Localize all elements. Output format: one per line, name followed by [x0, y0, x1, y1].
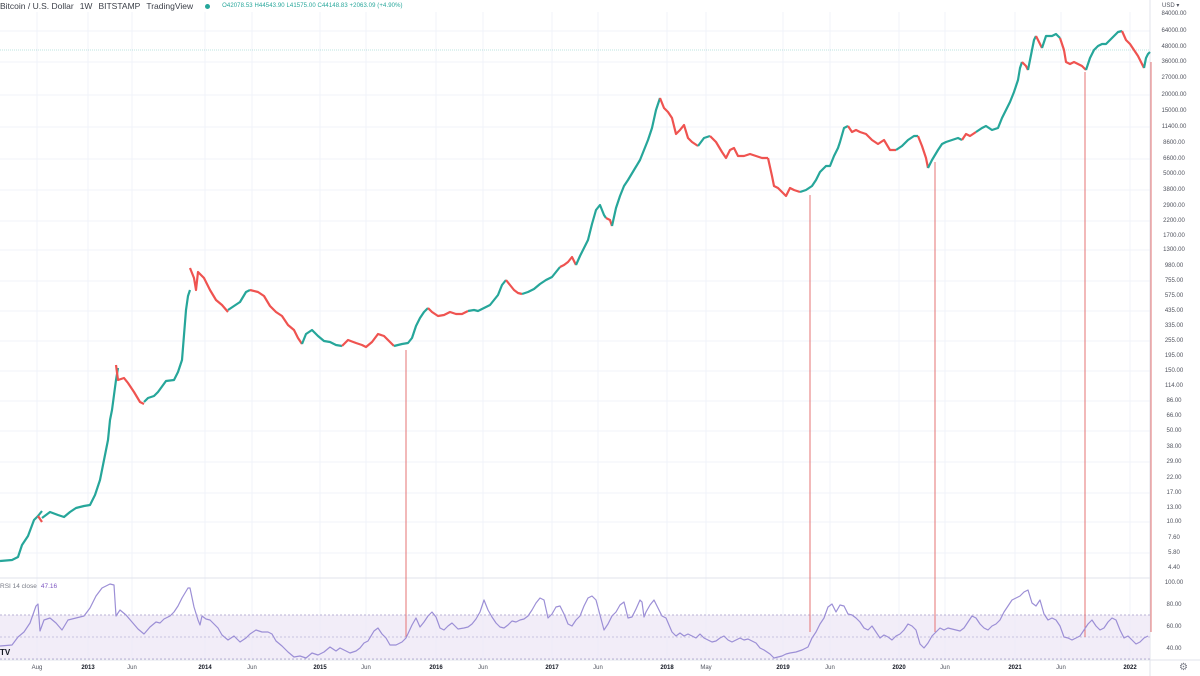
price-tick-label: 2200.00 — [1163, 218, 1185, 224]
time-tick-label: 2021 — [1008, 665, 1022, 671]
price-tick-label: 3800.00 — [1163, 187, 1185, 193]
rsi-tick-label: 100.00 — [1164, 580, 1184, 586]
time-tick-label: Jun — [825, 665, 835, 671]
rsi-tick-label: 40.00 — [1166, 646, 1182, 652]
price-tick-label: 980.00 — [1164, 263, 1184, 269]
time-tick-label: Jun — [127, 665, 137, 671]
tradingview-logo[interactable]: TV — [0, 648, 11, 657]
time-tick-label: 2020 — [892, 665, 906, 671]
ohlc-values: O42078.53 H44543.90 L41575.00 C44148.83 … — [222, 3, 403, 9]
price-tick-label: 1700.00 — [1163, 233, 1185, 239]
price-tick-label: 17.00 — [1166, 490, 1182, 496]
time-tick-label: Jun — [940, 665, 950, 671]
price-tick-label: 575.00 — [1164, 293, 1184, 299]
price-tick-label: 38.00 — [1166, 444, 1182, 450]
price-tick-label: 5.80 — [1168, 550, 1180, 556]
time-tick-label: Jun — [593, 665, 603, 671]
time-tick-label: Aug — [31, 665, 43, 671]
time-tick-label: 2022 — [1123, 665, 1137, 671]
price-tick-label: 1300.00 — [1163, 247, 1185, 253]
price-tick-label: 150.00 — [1164, 368, 1184, 374]
price-tick-label: 5000.00 — [1163, 171, 1185, 177]
price-tick-label: 6600.00 — [1163, 156, 1185, 162]
price-tick-label: 36000.00 — [1161, 59, 1187, 65]
price-tick-label: 114.00 — [1165, 383, 1183, 389]
price-tick-label: 13.00 — [1166, 505, 1182, 511]
price-tick-label: 29.00 — [1166, 459, 1182, 465]
time-tick-label: 2015 — [313, 665, 327, 671]
price-tick-label: 4.40 — [1168, 565, 1180, 571]
price-tick-label: 2900.00 — [1163, 203, 1185, 209]
price-tick-label: 335.00 — [1164, 323, 1184, 329]
rsi-tick-label: 60.00 — [1166, 624, 1182, 630]
grid-vertical — [36, 12, 1131, 660]
price-tick-label: 48000.00 — [1161, 44, 1187, 50]
price-tick-label: 195.00 — [1164, 353, 1184, 359]
price-tick-label: 11400.00 — [1161, 124, 1187, 130]
price-tick-label: 10.00 — [1166, 519, 1182, 525]
price-tick-label: 84000.00 — [1161, 11, 1187, 17]
time-tick-label: 2014 — [198, 665, 212, 671]
grid-horizontal — [0, 30, 1150, 554]
rsi-legend[interactable]: RSI 14 close 47.16 — [0, 583, 57, 590]
price-tick-label: 255.00 — [1164, 338, 1184, 344]
rsi-tick-label: 80.00 — [1166, 602, 1182, 608]
currency-label: USD — [1162, 3, 1175, 9]
market-status-icon — [205, 3, 211, 9]
time-tick-label: Jun — [361, 665, 371, 671]
price-tick-label: 86.00 — [1166, 398, 1182, 404]
interval-label[interactable]: 1W — [79, 1, 93, 11]
price-tick-label: 66.00 — [1166, 413, 1182, 419]
price-tick-label: 50.00 — [1166, 428, 1182, 434]
time-tick-label: 2016 — [429, 665, 443, 671]
chart-header: Bitcoin / U.S. Dollar 1W BITSTAMP Tradin… — [0, 0, 403, 12]
time-tick-label: 2017 — [545, 665, 559, 671]
rsi-value: 47.16 — [40, 583, 58, 590]
price-tick-label: 8600.00 — [1163, 140, 1185, 146]
price-series — [0, 29, 1151, 563]
source-label: TradingView — [146, 1, 194, 11]
price-tick-label: 15000.00 — [1161, 108, 1187, 114]
price-tick-label: 755.00 — [1164, 278, 1184, 284]
time-tick-label: 2019 — [776, 665, 790, 671]
price-tick-label: 27000.00 — [1161, 75, 1187, 81]
time-tick-label: 2018 — [660, 665, 674, 671]
time-tick-label: May — [700, 665, 712, 671]
time-tick-label: 2013 — [81, 665, 95, 671]
price-tick-label: 64000.00 — [1161, 28, 1187, 34]
currency-selector[interactable]: USD ▾ — [1162, 3, 1180, 9]
vertical-markers — [405, 62, 1152, 637]
time-tick-label: Jun — [478, 665, 488, 671]
rsi-line — [0, 583, 1149, 659]
symbol-title[interactable]: Bitcoin / U.S. Dollar — [0, 1, 74, 11]
gear-icon[interactable]: ⚙ — [1179, 662, 1188, 673]
time-tick-label: Jun — [1056, 665, 1066, 671]
price-tick-label: 20000.00 — [1161, 92, 1187, 98]
price-tick-label: 7.60 — [1168, 535, 1180, 541]
time-tick-label: Jun — [247, 665, 257, 671]
price-tick-label: 435.00 — [1164, 308, 1184, 314]
price-tick-label: 22.00 — [1166, 475, 1182, 481]
exchange-label: BITSTAMP — [98, 1, 141, 11]
rsi-title: RSI 14 close — [0, 583, 37, 590]
